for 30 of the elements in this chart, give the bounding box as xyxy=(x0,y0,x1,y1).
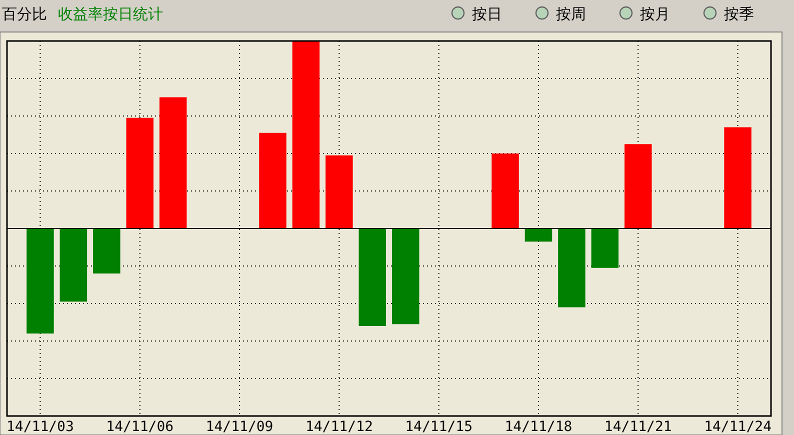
x-tick-label: 14/11/03 xyxy=(6,419,74,435)
x-tick-label: 14/11/21 xyxy=(604,419,672,435)
chart-title: 收益率按日统计 xyxy=(58,5,163,23)
bar xyxy=(60,228,88,302)
bar xyxy=(558,228,586,308)
text: 按周 xyxy=(556,5,586,23)
bar xyxy=(126,118,154,228)
x-tick-label: 14/11/06 xyxy=(106,419,174,435)
x-tick-label: 14/11/24 xyxy=(704,419,772,435)
text: 按日 xyxy=(472,5,502,23)
bar xyxy=(524,228,552,242)
bar xyxy=(93,228,120,274)
bar xyxy=(159,97,187,228)
bar xyxy=(358,228,386,326)
bar xyxy=(26,228,54,334)
text: 按月 xyxy=(640,5,670,23)
bar xyxy=(259,132,286,228)
bar xyxy=(492,154,519,228)
x-tick-label: 14/11/18 xyxy=(504,419,572,435)
y-axis-title: 百分比 xyxy=(2,5,47,23)
x-tick-label: 14/11/09 xyxy=(206,419,274,435)
bar xyxy=(326,155,353,228)
bar xyxy=(392,228,420,324)
text: 按季 xyxy=(724,5,754,23)
x-tick-label: 14/11/12 xyxy=(305,419,373,435)
bar xyxy=(724,127,752,228)
bar xyxy=(292,41,320,228)
bar xyxy=(591,228,619,268)
bar xyxy=(624,144,652,228)
x-tick-label: 14/11/15 xyxy=(405,419,473,435)
